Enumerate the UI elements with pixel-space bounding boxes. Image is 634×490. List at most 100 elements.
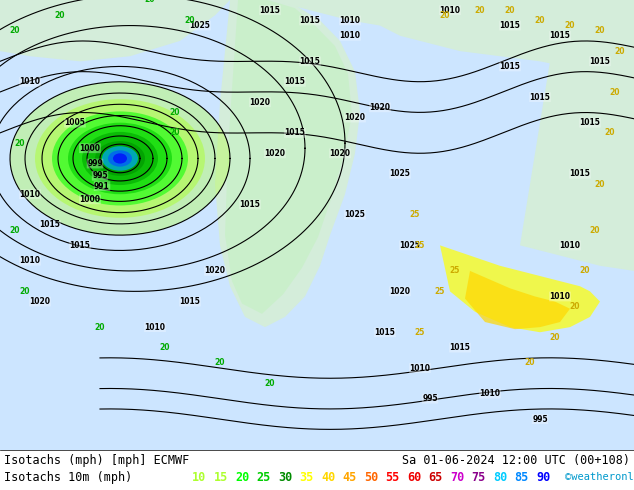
Text: 40: 40	[321, 471, 335, 484]
Text: 15: 15	[214, 471, 228, 484]
Ellipse shape	[68, 122, 172, 194]
Text: 991: 991	[94, 182, 110, 191]
Text: 1020: 1020	[370, 103, 391, 112]
Text: 50: 50	[364, 471, 378, 484]
Text: 1025: 1025	[190, 21, 210, 30]
Text: 1015: 1015	[285, 77, 306, 86]
Text: 55: 55	[385, 471, 400, 484]
Text: 20: 20	[615, 47, 625, 56]
Text: 20: 20	[170, 128, 180, 137]
Text: 20: 20	[10, 225, 20, 235]
Text: 20: 20	[10, 26, 20, 35]
Text: 20: 20	[55, 11, 65, 20]
Text: 20: 20	[534, 16, 545, 25]
Text: 1015: 1015	[375, 328, 396, 337]
Text: 1025: 1025	[389, 169, 410, 178]
Text: 20: 20	[145, 0, 155, 4]
Polygon shape	[465, 271, 570, 329]
Text: 75: 75	[472, 471, 486, 484]
Text: 20: 20	[160, 343, 171, 352]
Text: 20: 20	[235, 471, 249, 484]
Text: Isotachs (mph) [mph] ECMWF: Isotachs (mph) [mph] ECMWF	[4, 454, 190, 467]
Text: 1015: 1015	[70, 241, 91, 250]
Text: 20: 20	[505, 6, 515, 15]
Text: 1020: 1020	[30, 297, 51, 306]
Text: 1020: 1020	[205, 267, 226, 275]
Text: 1025: 1025	[399, 241, 420, 250]
Text: 30: 30	[278, 471, 292, 484]
Text: 1015: 1015	[299, 57, 320, 66]
Text: 25: 25	[415, 328, 425, 337]
Ellipse shape	[102, 146, 138, 171]
Text: 1010: 1010	[20, 256, 41, 265]
Text: 1015: 1015	[529, 93, 550, 101]
Text: 45: 45	[342, 471, 357, 484]
Text: 1020: 1020	[264, 149, 285, 158]
Text: 20: 20	[170, 108, 180, 117]
Text: 1015: 1015	[259, 6, 280, 15]
Text: 20: 20	[550, 333, 560, 342]
Text: 1015: 1015	[450, 343, 470, 352]
Text: 20: 20	[184, 16, 195, 25]
Text: 20: 20	[610, 88, 620, 97]
Text: 1015: 1015	[240, 200, 261, 209]
Text: 1010: 1010	[20, 77, 41, 86]
Text: 995: 995	[92, 172, 108, 180]
Ellipse shape	[108, 150, 132, 167]
Text: 1020: 1020	[330, 149, 351, 158]
Text: 20: 20	[215, 358, 225, 368]
Polygon shape	[580, 0, 634, 164]
Text: 60: 60	[407, 471, 421, 484]
Polygon shape	[225, 0, 352, 314]
Ellipse shape	[82, 132, 158, 185]
Text: 1000: 1000	[79, 144, 101, 153]
Text: 25: 25	[415, 241, 425, 250]
Text: 20: 20	[570, 302, 580, 311]
Text: 1010: 1010	[439, 6, 460, 15]
Text: 995: 995	[532, 415, 548, 424]
Text: 20: 20	[595, 26, 605, 35]
Text: 10: 10	[192, 471, 206, 484]
Ellipse shape	[113, 153, 127, 164]
Text: 1015: 1015	[299, 16, 320, 25]
Text: ©weatheronline.co.uk: ©weatheronline.co.uk	[565, 472, 634, 482]
Text: 20: 20	[525, 358, 535, 368]
Ellipse shape	[95, 141, 145, 176]
Text: 20: 20	[595, 179, 605, 189]
Text: 1015: 1015	[39, 220, 60, 229]
Text: 1000: 1000	[79, 195, 101, 204]
Text: 1010: 1010	[479, 389, 500, 398]
Ellipse shape	[10, 82, 230, 235]
Text: 80: 80	[493, 471, 507, 484]
Text: 20: 20	[15, 139, 25, 147]
Text: 1015: 1015	[285, 128, 306, 137]
Text: 90: 90	[536, 471, 550, 484]
Text: 1015: 1015	[179, 297, 200, 306]
Text: 1025: 1025	[344, 210, 365, 219]
Text: 85: 85	[515, 471, 529, 484]
Text: 1020: 1020	[344, 113, 365, 122]
Text: 1010: 1010	[410, 364, 430, 372]
Polygon shape	[440, 245, 600, 332]
Text: 1020: 1020	[250, 98, 271, 107]
Text: 65: 65	[429, 471, 443, 484]
Text: 20: 20	[590, 225, 600, 235]
Text: 25: 25	[257, 471, 271, 484]
Text: 1020: 1020	[389, 287, 410, 296]
Text: 25: 25	[410, 210, 420, 219]
Text: 1015: 1015	[500, 21, 521, 30]
Text: 1015: 1015	[590, 57, 611, 66]
Ellipse shape	[52, 111, 188, 205]
Text: 20: 20	[565, 21, 575, 30]
Text: 1010: 1010	[559, 241, 581, 250]
Text: 25: 25	[435, 287, 445, 296]
Text: 20: 20	[20, 287, 30, 296]
Text: 1015: 1015	[579, 118, 600, 127]
Text: 1015: 1015	[500, 62, 521, 71]
Text: 1010: 1010	[145, 322, 165, 332]
Polygon shape	[215, 0, 360, 327]
Text: 1010: 1010	[339, 16, 361, 25]
Polygon shape	[0, 0, 634, 82]
Text: 20: 20	[94, 322, 105, 332]
Ellipse shape	[35, 99, 205, 218]
